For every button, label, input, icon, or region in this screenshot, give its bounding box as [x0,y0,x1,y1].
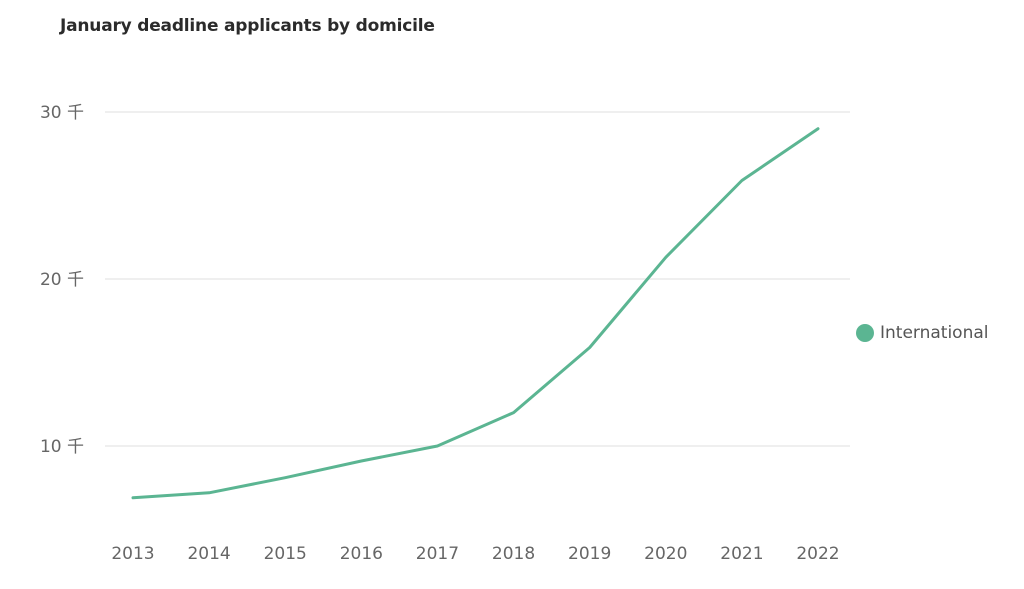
data-point [433,442,441,450]
x-tick-label: 2017 [416,544,459,564]
chart-title: January deadline applicants by domicile [60,16,435,36]
grid-lines [105,111,850,447]
x-tick-label: 2022 [796,544,839,564]
data-point [510,409,518,417]
data-point [738,176,746,184]
x-tick-label: 2015 [264,544,307,564]
legend-label: International [880,323,989,343]
y-tick-label: 10 千 [40,437,84,457]
x-tick-label: 2016 [340,544,383,564]
y-axis-ticks: 10 千 20 千 30 千 [40,103,84,457]
series-layer [129,125,822,502]
data-point [205,489,213,497]
y-tick-label: 20 千 [40,270,84,290]
legend-marker [856,324,874,342]
data-point [357,457,365,465]
x-tick-label: 2013 [111,544,154,564]
data-point [129,494,137,502]
x-tick-label: 2014 [187,544,230,564]
x-tick-label: 2020 [644,544,687,564]
data-point [662,253,670,261]
data-point [281,474,289,482]
x-tick-label: 2018 [492,544,535,564]
x-tick-label: 2019 [568,544,611,564]
legend: International [856,323,989,343]
data-point [586,343,594,351]
x-axis-ticks: 2013 2014 2015 2016 2017 2018 2019 2020 2021 2022 [111,544,839,564]
x-tick-label: 2021 [720,544,763,564]
series-line-international [131,127,820,500]
data-point [814,125,822,133]
y-tick-label: 30 千 [40,103,84,123]
